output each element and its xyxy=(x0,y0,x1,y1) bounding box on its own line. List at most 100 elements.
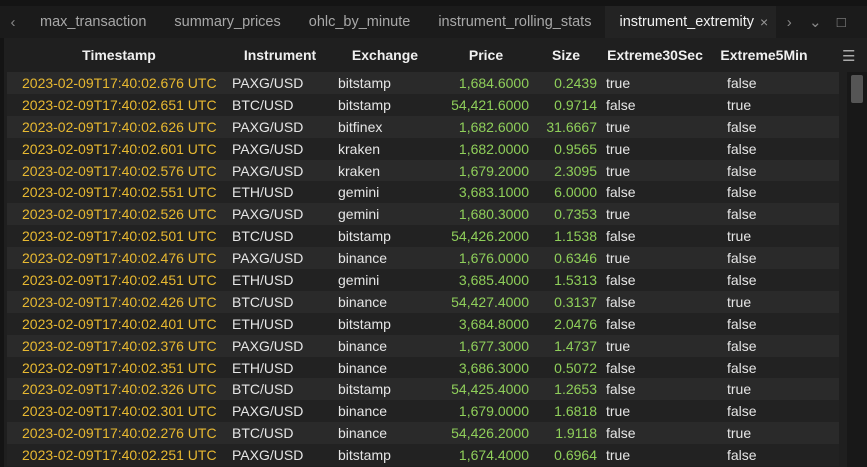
price-cell: 3,683.1000 xyxy=(458,184,529,201)
timestamp-cell: 2023-02-09T17:40:02.601 UTC xyxy=(22,140,217,157)
size-cell: 0.6346 xyxy=(554,250,597,267)
tab-label: max_transaction xyxy=(40,14,147,30)
table-row[interactable]: 2023-02-09T17:40:02.426 UTC BTC/USD binanc… xyxy=(7,290,839,313)
exchange-cell: bitfinex xyxy=(338,118,383,135)
chevron-down-icon[interactable]: ⌄ xyxy=(808,14,822,31)
exchange-cell: bitstamp xyxy=(338,447,391,464)
table-row[interactable]: 2023-02-09T17:40:02.526 UTC PAXG/USD gemin… xyxy=(7,203,839,226)
extreme30sec-cell: true xyxy=(606,140,631,157)
instrument-cell: BTC/USD xyxy=(232,96,294,113)
maximize-icon[interactable]: □ xyxy=(836,13,846,31)
extreme5min-cell: false xyxy=(727,162,757,179)
table-row[interactable]: 2023-02-09T17:40:02.651 UTC BTC/USD bitsta… xyxy=(7,93,839,116)
table-row[interactable]: 2023-02-09T17:40:02.251 UTC PAXG/USD bitst… xyxy=(7,444,839,467)
column-header-instrument[interactable]: Instrument xyxy=(243,47,317,63)
column-header-price[interactable]: Price xyxy=(468,47,504,63)
tab-instrument-extremity[interactable]: instrument_extremity × xyxy=(605,6,777,38)
table-row[interactable]: 2023-02-09T17:40:02.351 UTC ETH/USD binanc… xyxy=(7,356,839,379)
price-cell: 1,676.0000 xyxy=(458,250,529,267)
table-row[interactable]: 2023-02-09T17:40:02.476 UTC PAXG/USD binan… xyxy=(7,247,839,270)
table-row[interactable]: 2023-02-09T17:40:02.301 UTC PAXG/USD binan… xyxy=(7,400,839,423)
exchange-cell: bitstamp xyxy=(338,315,391,332)
price-cell: 1,682.0000 xyxy=(458,140,529,157)
price-cell: 1,679.0000 xyxy=(458,403,529,420)
extreme30sec-cell: true xyxy=(606,206,631,223)
table-row[interactable]: 2023-02-09T17:40:02.276 UTC BTC/USD binanc… xyxy=(7,422,839,445)
price-cell: 1,684.6000 xyxy=(458,75,529,91)
tab-summary-prices[interactable]: summary_prices xyxy=(160,6,294,38)
size-cell: 1.5313 xyxy=(554,272,597,289)
tab-max-transaction[interactable]: max_transaction xyxy=(26,6,160,38)
extreme5min-cell: false xyxy=(727,359,757,376)
tab-instrument-rolling-stats[interactable]: instrument_rolling_stats xyxy=(424,6,605,38)
price-cell: 3,684.8000 xyxy=(458,315,529,332)
instrument-cell: ETH/USD xyxy=(232,315,294,332)
table-row[interactable]: 2023-02-09T17:40:02.401 UTC ETH/USD bitsta… xyxy=(7,312,839,335)
extreme30sec-cell: false xyxy=(606,96,636,113)
size-cell: 2.3095 xyxy=(554,162,597,179)
table-row[interactable]: 2023-02-09T17:40:02.501 UTC BTC/USD bitsta… xyxy=(7,225,839,248)
table-body: 2023-02-09T17:40:02.676 UTC PAXG/USD bitst… xyxy=(7,72,839,467)
timestamp-cell: 2023-02-09T17:40:02.501 UTC xyxy=(22,228,217,245)
size-cell: 1.9118 xyxy=(555,425,597,442)
table-row[interactable]: 2023-02-09T17:40:02.576 UTC PAXG/USD krake… xyxy=(7,159,839,182)
hamburger-menu-icon[interactable]: ☰ xyxy=(842,48,856,65)
extreme30sec-cell: true xyxy=(606,403,631,420)
vertical-scrollbar[interactable] xyxy=(847,72,867,467)
instrument-cell: ETH/USD xyxy=(232,359,294,376)
table-row[interactable]: 2023-02-09T17:40:02.551 UTC ETH/USD gemini… xyxy=(7,181,839,204)
price-cell: 54,426.2000 xyxy=(451,228,529,245)
extreme5min-cell: true xyxy=(727,96,752,113)
scrollbar-thumb[interactable] xyxy=(851,75,863,103)
timestamp-cell: 2023-02-09T17:40:02.276 UTC xyxy=(22,425,217,442)
extreme5min-cell: false xyxy=(727,447,757,464)
extreme30sec-cell: true xyxy=(606,250,631,267)
extreme30sec-cell: false xyxy=(606,315,636,332)
chevron-right-icon[interactable]: › xyxy=(786,13,792,31)
extreme30sec-cell: true xyxy=(606,118,631,135)
timestamp-cell: 2023-02-09T17:40:02.526 UTC xyxy=(22,206,217,223)
instrument-cell: PAXG/USD xyxy=(232,403,304,420)
extreme30sec-cell: false xyxy=(606,381,636,398)
instrument-cell: PAXG/USD xyxy=(232,118,304,135)
tab-label: instrument_extremity xyxy=(619,14,755,30)
close-icon[interactable]: × xyxy=(760,14,769,30)
exchange-cell: kraken xyxy=(338,162,381,179)
tab-ohlc-by-minute[interactable]: ohlc_by_minute xyxy=(295,6,425,38)
table-row[interactable]: 2023-02-09T17:40:02.326 UTC BTC/USD bitsta… xyxy=(7,378,839,401)
timestamp-cell: 2023-02-09T17:40:02.576 UTC xyxy=(22,162,217,179)
table-row[interactable]: 2023-02-09T17:40:02.376 UTC PAXG/USD binan… xyxy=(7,334,839,357)
timestamp-cell: 2023-02-09T17:40:02.251 UTC xyxy=(22,447,217,464)
extreme5min-cell: false xyxy=(727,315,757,332)
timestamp-cell: 2023-02-09T17:40:02.376 UTC xyxy=(22,337,217,354)
instrument-cell: BTC/USD xyxy=(232,293,294,310)
instrument-cell: BTC/USD xyxy=(232,381,294,398)
size-cell: 1.6818 xyxy=(554,403,597,420)
table-row[interactable]: 2023-02-09T17:40:02.676 UTC PAXG/USD bitst… xyxy=(7,72,839,94)
table-row[interactable]: 2023-02-09T17:40:02.601 UTC PAXG/USD krake… xyxy=(7,137,839,160)
table-row[interactable]: 2023-02-09T17:40:02.451 UTC ETH/USD gemini… xyxy=(7,269,839,291)
extreme5min-cell: false xyxy=(727,403,757,420)
column-header-size[interactable]: Size xyxy=(551,47,581,63)
instrument-cell: ETH/USD xyxy=(232,184,294,201)
instrument-cell: BTC/USD xyxy=(232,228,294,245)
timestamp-cell: 2023-02-09T17:40:02.626 UTC xyxy=(22,118,217,135)
timestamp-cell: 2023-02-09T17:40:02.426 UTC xyxy=(22,293,217,310)
instrument-cell: PAXG/USD xyxy=(232,250,304,267)
column-header-extreme5min[interactable]: Extreme5Min xyxy=(720,47,808,63)
extreme30sec-cell: true xyxy=(606,337,631,354)
column-header-timestamp[interactable]: Timestamp xyxy=(82,47,156,63)
instrument-cell: ETH/USD xyxy=(232,272,294,289)
extreme30sec-cell: true xyxy=(606,162,631,179)
size-cell: 0.6964 xyxy=(554,447,597,464)
exchange-cell: binance xyxy=(338,293,388,310)
extreme5min-cell: true xyxy=(727,228,752,245)
table-row[interactable]: 2023-02-09T17:40:02.626 UTC PAXG/USD bitfi… xyxy=(7,115,839,138)
exchange-cell: binance xyxy=(338,250,388,267)
column-header-extreme30sec[interactable]: Extreme30Sec xyxy=(607,47,703,63)
extreme5min-cell: false xyxy=(727,75,757,91)
column-header-exchange[interactable]: Exchange xyxy=(351,47,419,63)
chevron-left-icon[interactable]: ‹ xyxy=(10,13,16,31)
size-cell: 31.6667 xyxy=(546,118,597,135)
timestamp-cell: 2023-02-09T17:40:02.351 UTC xyxy=(22,359,217,376)
